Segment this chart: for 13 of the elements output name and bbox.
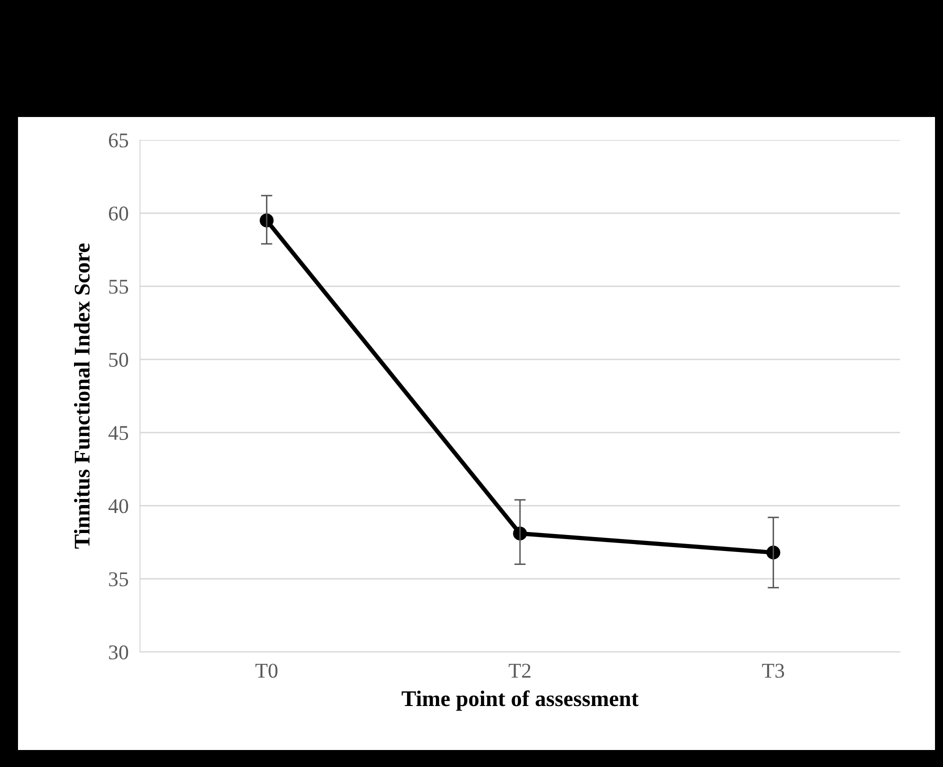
y-tick-label: 45	[108, 426, 128, 440]
y-tick-label: 50	[109, 352, 128, 367]
x-axis-title: Time point of assessment	[402, 690, 639, 711]
y-tick-label: 65	[108, 133, 128, 148]
x-tick-label: T3	[762, 664, 784, 678]
y-tick-label: 60	[108, 206, 128, 221]
y-tick-label: 30	[109, 645, 128, 660]
x-tick-label: T0	[255, 664, 278, 678]
y-tick-label: 55	[109, 280, 128, 294]
y-tick-label: 35	[109, 572, 128, 586]
x-tick-label: T2	[508, 664, 530, 678]
y-axis-title: Tinnitus Functional Index Score	[74, 244, 90, 549]
y-tick-label: 40	[108, 499, 128, 514]
